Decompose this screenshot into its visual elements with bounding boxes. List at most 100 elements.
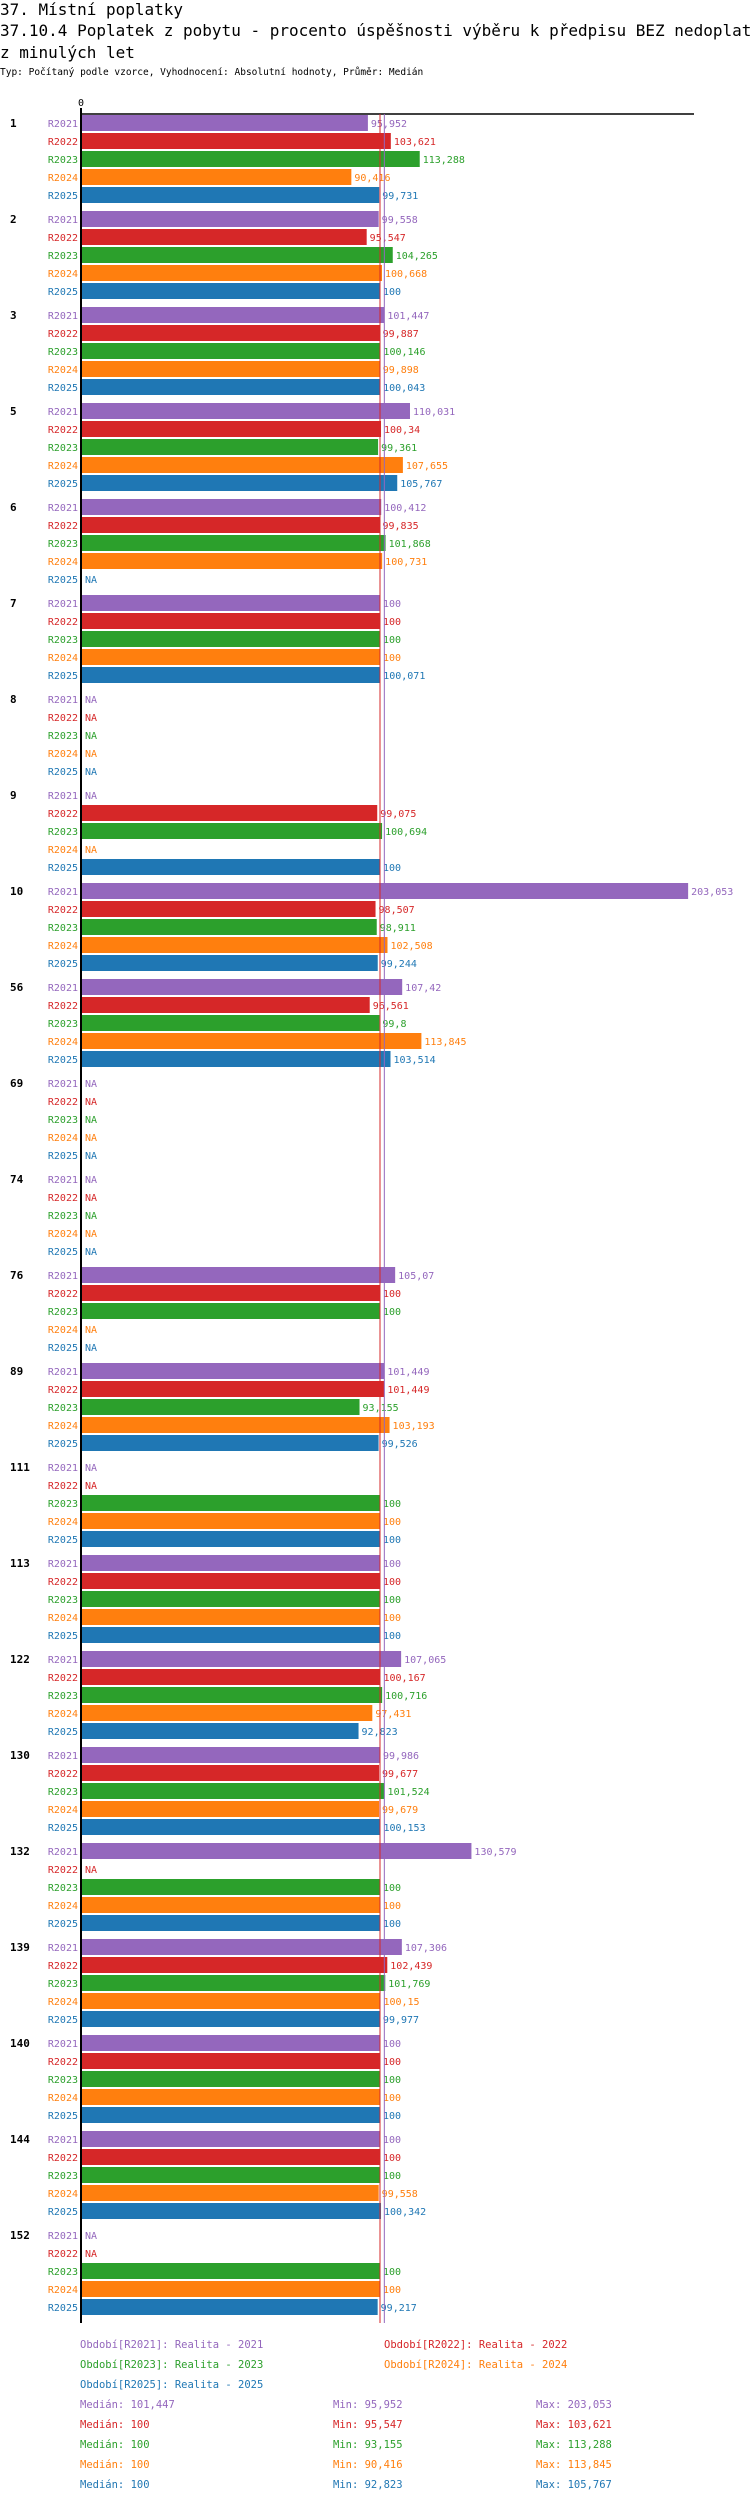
data-label: 130,579 [474,1847,516,1858]
stat-max: Max: 203,053 [536,2399,612,2411]
bar-R2024 [82,1609,380,1625]
data-label: 100,153 [383,1823,425,1834]
series-row-label: R2024 [48,173,78,184]
group-label: 6 [10,501,17,514]
series-row-label: R2021 [48,311,78,322]
data-label: 100 [383,1883,401,1894]
data-label: 100,412 [384,503,426,514]
na-label: NA [85,1229,97,1240]
bar-R2023 [82,439,379,455]
na-label: NA [85,575,97,586]
stat-median: Medián: 100 [80,2479,150,2491]
na-label: NA [85,695,97,706]
data-label: 101,447 [387,311,429,322]
series-row-label: R2021 [48,887,78,898]
series-row-label: R2023 [48,1595,78,1606]
data-label: 99,835 [383,521,419,532]
series-row-label: R2022 [48,425,78,436]
data-label: 100,071 [383,671,425,682]
data-label: 99,677 [382,1769,418,1780]
series-row-label: R2023 [48,1403,78,1414]
data-label: 100 [383,1289,401,1300]
data-label: 100 [383,2039,401,2050]
series-row-label: R2021 [48,407,78,418]
na-label: NA [85,2231,97,2242]
data-label: 100,694 [385,827,427,838]
data-label: 100,167 [383,1673,425,1684]
bar-R2025 [82,283,380,299]
data-label: 107,42 [405,983,441,994]
series-row-label: R2025 [48,1343,78,1354]
series-row-label: R2025 [48,767,78,778]
series-row-label: R2024 [48,2189,78,2200]
series-row-label: R2021 [48,599,78,610]
series-row-label: R2021 [48,503,78,514]
series-row-label: R2021 [48,695,78,706]
bar-R2025 [82,859,380,875]
series-row-label: R2025 [48,1919,78,1930]
data-label: 107,306 [405,1943,447,1954]
data-label: 102,508 [390,941,432,952]
data-label: 105,07 [398,1271,434,1282]
bar-R2022 [82,2053,380,2069]
legend-item: Období[R2023]: Realita - 2023 [80,2359,263,2371]
series-row-label: R2025 [48,1439,78,1450]
bar-R2024 [82,649,380,665]
bar-R2023 [82,1591,380,1607]
data-label: 100,146 [383,347,425,358]
series-row-label: R2021 [48,1655,78,1666]
series-row-label: R2023 [48,2267,78,2278]
na-label: NA [85,1481,97,1492]
series-row-label: R2024 [48,1133,78,1144]
series-row-label: R2022 [48,617,78,628]
data-label: 100,15 [383,1997,419,2008]
na-label: NA [85,1175,97,1186]
series-row-label: R2024 [48,1709,78,1720]
group-label: 139 [10,1941,30,1954]
bar-R2023 [82,919,377,935]
series-row-label: R2023 [48,2075,78,2086]
data-label: 100,668 [385,269,427,280]
data-label: 99,244 [381,959,417,970]
bar-R2023 [82,1303,380,1319]
series-row-label: R2022 [48,1001,78,1012]
data-label: 95,547 [370,233,406,244]
series-row-label: R2021 [48,791,78,802]
bar-R2024 [82,2089,380,2105]
bar-R2024 [82,457,403,473]
data-label: 100 [383,2153,401,2164]
data-label: 90,416 [354,173,390,184]
series-row-label: R2024 [48,1229,78,1240]
stat-median: Medián: 100 [80,2459,150,2471]
data-label: 100 [383,1901,401,1912]
bar-R2025 [82,1627,380,1643]
data-label: 99,977 [383,2015,419,2026]
series-row-label: R2024 [48,269,78,280]
data-label: 97,431 [375,1709,411,1720]
bar-R2021 [82,1939,402,1955]
bar-R2022 [82,613,380,629]
data-label: 100 [383,287,401,298]
series-row-label: R2024 [48,1613,78,1624]
series-row-label: R2023 [48,827,78,838]
data-label: 105,767 [400,479,442,490]
series-row-label: R2025 [48,2015,78,2026]
series-row-label: R2025 [48,959,78,970]
bar-R2023 [82,823,383,839]
series-row-label: R2023 [48,1211,78,1222]
data-label: 98,911 [380,923,416,934]
bar-R2025 [82,2107,380,2123]
data-label: 100 [383,617,401,628]
bar-R2023 [82,1687,383,1703]
series-row-label: R2025 [48,383,78,394]
series-row-label: R2025 [48,1247,78,1258]
data-label: 100,342 [384,2207,426,2218]
series-row-label: R2025 [48,671,78,682]
bar-R2023 [82,631,380,647]
bar-R2024 [82,1897,380,1913]
series-row-label: R2022 [48,1673,78,1684]
data-label: 100,34 [384,425,420,436]
stat-median: Medián: 101,447 [80,2399,175,2411]
bar-R2021 [82,1363,385,1379]
series-row-label: R2025 [48,575,78,586]
